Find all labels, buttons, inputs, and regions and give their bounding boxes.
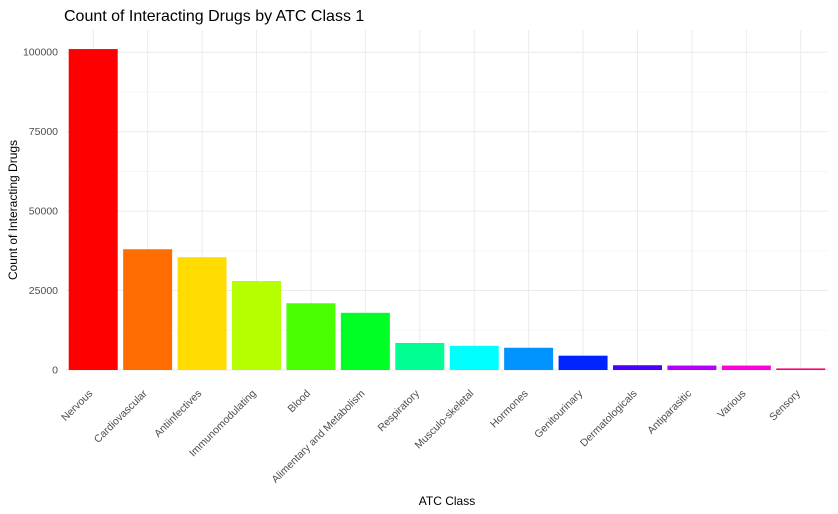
bar-hormones (504, 347, 554, 370)
x-tick-label: Nervous (59, 388, 95, 424)
x-tick-label: Antiinfectives (152, 388, 204, 440)
bar-antiparasitic (667, 365, 717, 370)
bar-immunomodulating (232, 281, 281, 370)
y-tick-label: 0 (52, 365, 58, 377)
bar-genitourinary (558, 355, 608, 370)
x-axis-title: ATC Class (419, 494, 475, 508)
x-tick-label: Hormones (488, 388, 531, 431)
x-tick-label: Cardiovascular (92, 387, 150, 445)
y-tick-label: 75000 (29, 126, 58, 138)
y-tick-label: 100000 (23, 47, 58, 59)
x-tick-label: Musculo-skeletal (413, 388, 477, 452)
bar-dermatologicals (613, 365, 662, 370)
x-tick-label: Antiparasitic (645, 388, 694, 437)
x-tick-label: Alimentary and Metabolism (269, 387, 367, 485)
x-tick-label: Sensory (767, 387, 803, 423)
bars (68, 49, 826, 370)
y-axis-ticks: 0 25000 50000 75000 100000 (23, 47, 58, 377)
bar-blood (286, 303, 336, 370)
x-tick-label: Blood (286, 388, 314, 416)
bar-respiratory (395, 342, 445, 370)
bar-cardiovascular (123, 249, 173, 370)
bar-alimentary-and-metabolism (340, 312, 390, 370)
y-tick-label: 50000 (29, 206, 58, 218)
bar-antiinfectives (177, 257, 227, 370)
chart-title: Count of Interacting Drugs by ATC Class … (64, 8, 364, 25)
x-tick-label: Respiratory (375, 387, 422, 434)
bar-various (721, 365, 771, 370)
y-axis-title: Count of Interacting Drugs (6, 140, 20, 280)
bar-nervous (68, 49, 118, 370)
y-tick-label: 25000 (29, 285, 58, 297)
x-tick-label: Genitourinary (532, 387, 586, 441)
bar-musculo-skeletal (449, 345, 499, 370)
x-tick-label: Dermatologicals (578, 388, 640, 450)
x-tick-label: Various (715, 388, 748, 421)
bar-sensory (776, 368, 826, 370)
